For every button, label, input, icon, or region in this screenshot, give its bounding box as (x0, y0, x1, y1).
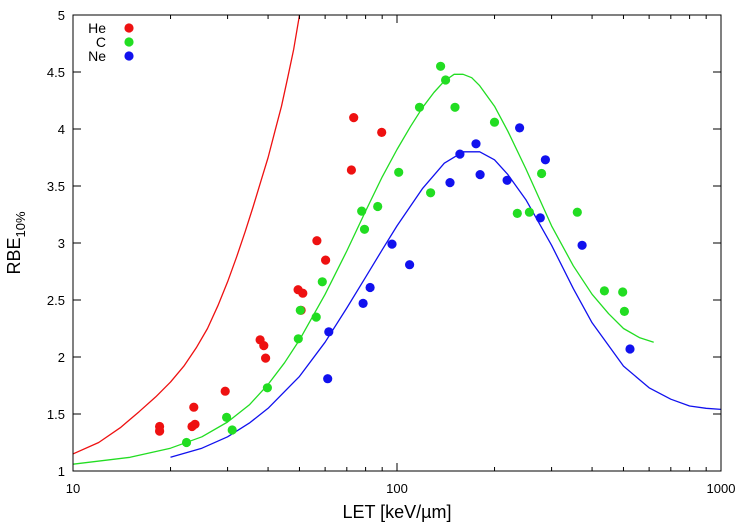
x-tick-label: 100 (386, 481, 408, 496)
point-he (312, 236, 322, 246)
point-he (220, 386, 230, 396)
point-c (537, 168, 547, 179)
point-ne (324, 327, 334, 337)
x-tick-label: 1000 (707, 481, 736, 496)
curve-c (73, 73, 654, 465)
point-ne (387, 239, 397, 249)
y-tick-label: 5 (58, 8, 65, 23)
legend-label-ne: Ne (88, 48, 106, 64)
point-c (426, 188, 436, 198)
point-ne (475, 170, 485, 180)
point-c (599, 286, 610, 296)
point-ne (502, 175, 512, 185)
point-he (377, 127, 387, 137)
y-axis-title: RBE10% (4, 211, 28, 274)
x-axis-title: LET [keV/µm] (342, 502, 451, 522)
point-he (346, 165, 356, 175)
point-c (512, 208, 522, 218)
y-tick-label: 3 (58, 236, 65, 251)
point-ne (540, 155, 551, 165)
point-c (619, 306, 630, 316)
point-he (349, 113, 359, 123)
x-tick-label: 10 (66, 481, 80, 496)
point-ne (515, 123, 525, 133)
legend-label-he: He (88, 20, 106, 36)
point-c (357, 206, 367, 216)
point-he (261, 353, 271, 363)
point-c (222, 412, 232, 422)
point-ne (445, 178, 455, 188)
point-ne (323, 374, 333, 384)
point-ne (625, 344, 635, 354)
point-c (524, 207, 535, 217)
legend-marker-c (124, 37, 134, 47)
axes: 10 100 1000 1 1.5 2 2.5 3 3.5 4 4.5 5 (47, 8, 736, 496)
curve-he (73, 15, 301, 455)
point-ne (535, 213, 545, 223)
point-c (317, 277, 327, 287)
y-axis-title-subscript: 10% (13, 211, 28, 237)
point-c (618, 287, 628, 297)
y-tick-label: 4 (58, 122, 65, 137)
point-c (359, 224, 370, 234)
point-he (321, 255, 331, 265)
point-he (189, 402, 199, 412)
point-he (190, 419, 200, 429)
point-he (259, 341, 269, 351)
legend-label-c: C (96, 34, 106, 50)
point-c (450, 102, 460, 112)
point-c (441, 75, 451, 85)
curve-ne (170, 151, 721, 458)
point-ne (405, 260, 415, 270)
point-ne (577, 240, 587, 250)
point-c (181, 437, 192, 448)
point-he (298, 288, 308, 298)
plot-frame (72, 14, 722, 472)
point-c (262, 383, 272, 393)
point-he (155, 426, 165, 436)
point-c (436, 61, 446, 71)
point-ne (365, 282, 375, 293)
y-axis-title-main: RBE (4, 238, 24, 275)
legend-marker-ne (124, 51, 134, 61)
point-c (227, 425, 237, 435)
legend-marker-he (124, 23, 134, 33)
point-ne (471, 139, 481, 149)
y-tick-label: 4.5 (47, 65, 65, 80)
y-tick-label: 1.5 (47, 407, 65, 422)
point-c (489, 117, 500, 127)
point-c (414, 102, 425, 112)
point-c (293, 334, 303, 344)
point-c (394, 167, 404, 177)
point-ne (358, 298, 368, 308)
point-ne (455, 149, 465, 159)
y-tick-label: 2.5 (47, 293, 65, 308)
y-tick-label: 2 (58, 350, 65, 365)
y-tick-label: 3.5 (47, 179, 65, 194)
point-c (311, 312, 321, 322)
point-c (295, 305, 305, 315)
point-c (373, 201, 383, 212)
plot-area (73, 15, 721, 465)
y-tick-label: 1 (58, 464, 65, 479)
point-c (572, 207, 582, 217)
